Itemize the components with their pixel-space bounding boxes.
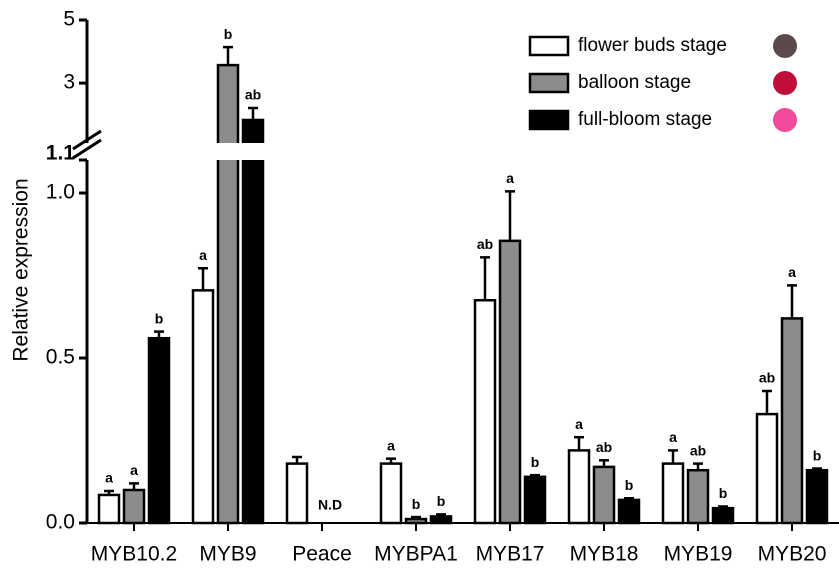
legend-label: full-bloom stage [578,109,712,130]
significance-letter: b [224,26,233,42]
bar [191,289,215,525]
significance-letter: a [788,264,796,280]
bar [97,493,121,525]
significance-letter: a [199,247,207,263]
significance-letter: ab [245,87,261,103]
x-tick-label: MYB20 [758,543,827,566]
significance-letter: b [412,496,421,512]
bar [498,239,522,525]
significance-letter: b [437,493,446,509]
significance-letter: b [719,485,728,501]
x-tick-label: MYB19 [664,543,733,566]
legend-swatch [528,35,570,57]
y-axis-label: Relative expression [10,178,33,361]
legend-swatch [528,72,570,94]
legend-icon [773,108,797,132]
bar [592,465,616,525]
significance-letter: a [669,429,677,445]
bar [617,498,641,525]
significance-letter: a [130,462,138,478]
bar [285,462,309,525]
y-tick-label: 0.0 [46,511,75,534]
bar [686,468,710,525]
significance-letter: b [155,310,164,326]
bar [780,317,804,525]
bar [661,462,685,525]
x-tick-label: MYB17 [476,543,545,566]
break-gap [216,143,240,160]
legend-swatch [528,109,570,131]
legend-icon [773,34,797,58]
x-tick-label: Peace [292,543,352,566]
legend-icon [773,71,797,95]
significance-letter: ab [759,370,775,386]
bar [122,488,146,525]
legend-label: flower buds stage [578,35,727,56]
significance-letter: a [506,170,514,186]
bar [755,412,779,525]
bar [429,515,453,525]
bar [473,299,497,525]
significance-letter: ab [690,442,706,458]
y-tick-label: 3 [63,71,75,94]
y-tick-label: 1.1 [46,142,76,165]
bar [523,475,547,525]
bar [567,449,591,525]
axis-break [72,138,102,160]
y-tick-label: 0.5 [46,346,75,369]
significance-letter: a [387,437,395,453]
significance-letter: ab [596,439,612,455]
break-gap [241,143,265,160]
bar [216,63,240,525]
significance-letter: b [625,477,634,493]
x-tick-label: MYB18 [570,543,639,566]
legend-label: balloon stage [578,72,691,93]
y-tick-label: 5 [63,8,75,31]
y-tick-label: 1.0 [46,181,75,204]
significance-letter: b [813,447,822,463]
x-tick-label: MYB9 [199,543,256,566]
significance-letter: ab [477,236,493,252]
x-tick-label: MYB10.2 [91,543,177,566]
significance-letter: b [531,454,540,470]
bar [241,118,265,525]
bar [805,468,829,525]
axis-break [72,129,102,151]
bar [379,462,403,525]
x-tick-label: MYBPA1 [374,543,458,566]
bar [147,336,171,525]
significance-letter: a [105,470,113,486]
significance-letter: a [575,416,583,432]
bar [711,506,735,525]
bar [404,517,428,525]
significance-letter: N.D [318,497,342,513]
